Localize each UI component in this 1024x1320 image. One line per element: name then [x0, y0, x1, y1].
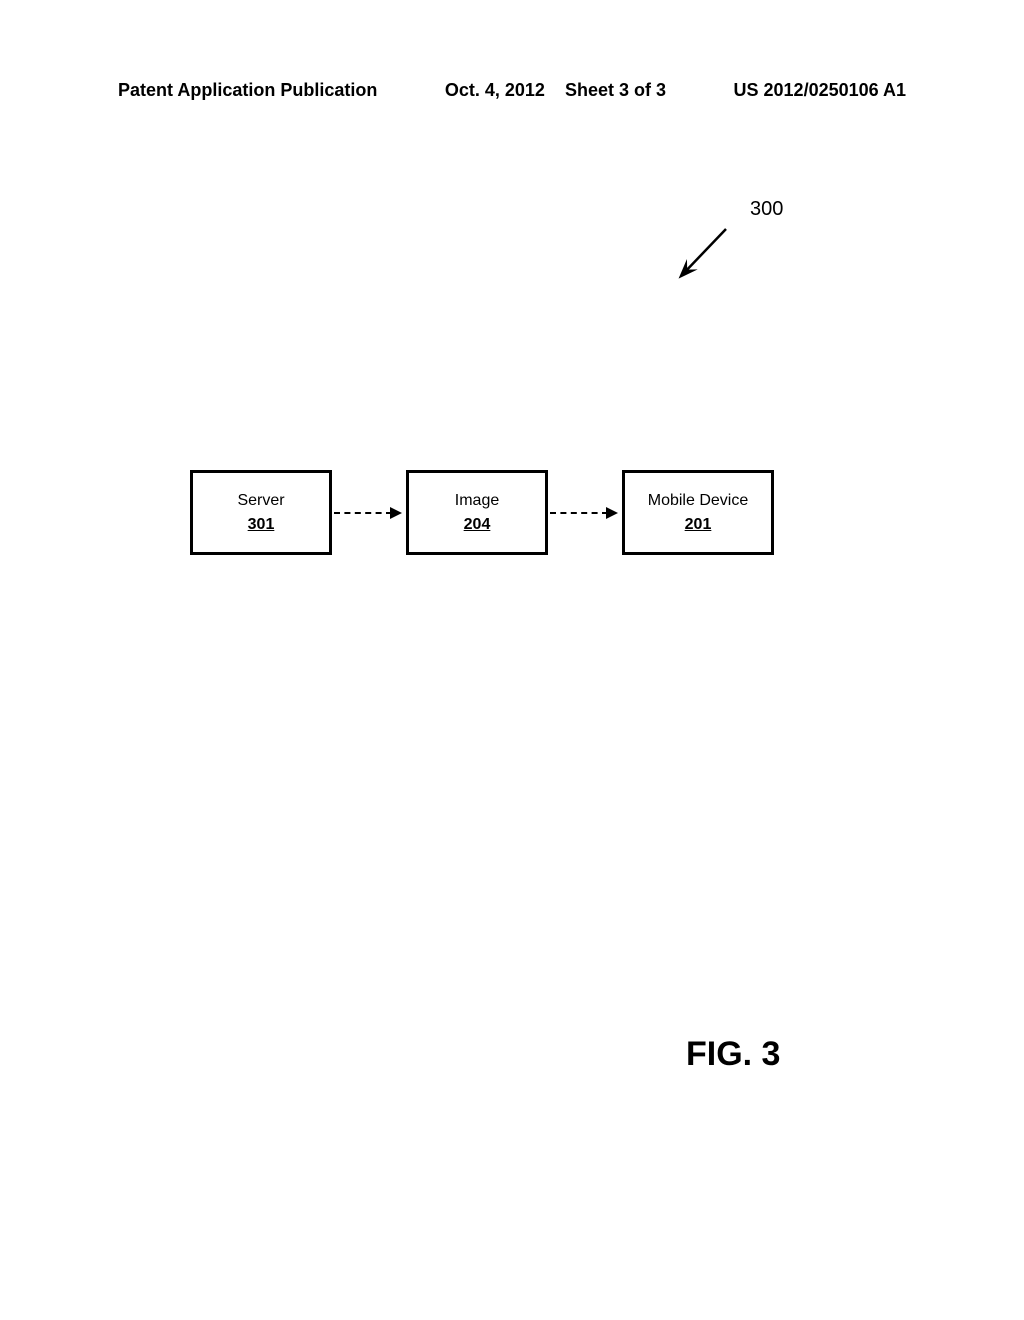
mobile-device-label: Mobile Device [648, 492, 748, 510]
figure-label: FIG. 3 [686, 1035, 780, 1074]
server-label: Server [237, 492, 284, 510]
arrow-1 [334, 512, 404, 514]
image-ref: 204 [464, 516, 491, 534]
header-sheet: Sheet 3 of 3 [565, 80, 666, 100]
reference-number: 300 [750, 198, 783, 221]
block-diagram: Server 301 Image 204 Mobile Device 201 [190, 470, 774, 555]
image-label: Image [455, 492, 499, 510]
arrow-2-head [606, 507, 618, 519]
header-date: Oct. 4, 2012 [445, 80, 545, 100]
reference-arrow [670, 225, 740, 285]
server-box: Server 301 [190, 470, 332, 555]
image-box: Image 204 [406, 470, 548, 555]
arrow-1-line [334, 512, 392, 514]
header-center: Oct. 4, 2012 Sheet 3 of 3 [445, 80, 666, 101]
patent-header: Patent Application Publication Oct. 4, 2… [118, 80, 906, 101]
mobile-device-ref: 201 [685, 516, 712, 534]
arrow-2 [550, 512, 620, 514]
header-pubnum: US 2012/0250106 A1 [734, 80, 906, 101]
arrow-1-head [390, 507, 402, 519]
mobile-device-box: Mobile Device 201 [622, 470, 774, 555]
arrow-2-line [550, 512, 608, 514]
server-ref: 301 [248, 516, 275, 534]
header-publication: Patent Application Publication [118, 80, 377, 101]
